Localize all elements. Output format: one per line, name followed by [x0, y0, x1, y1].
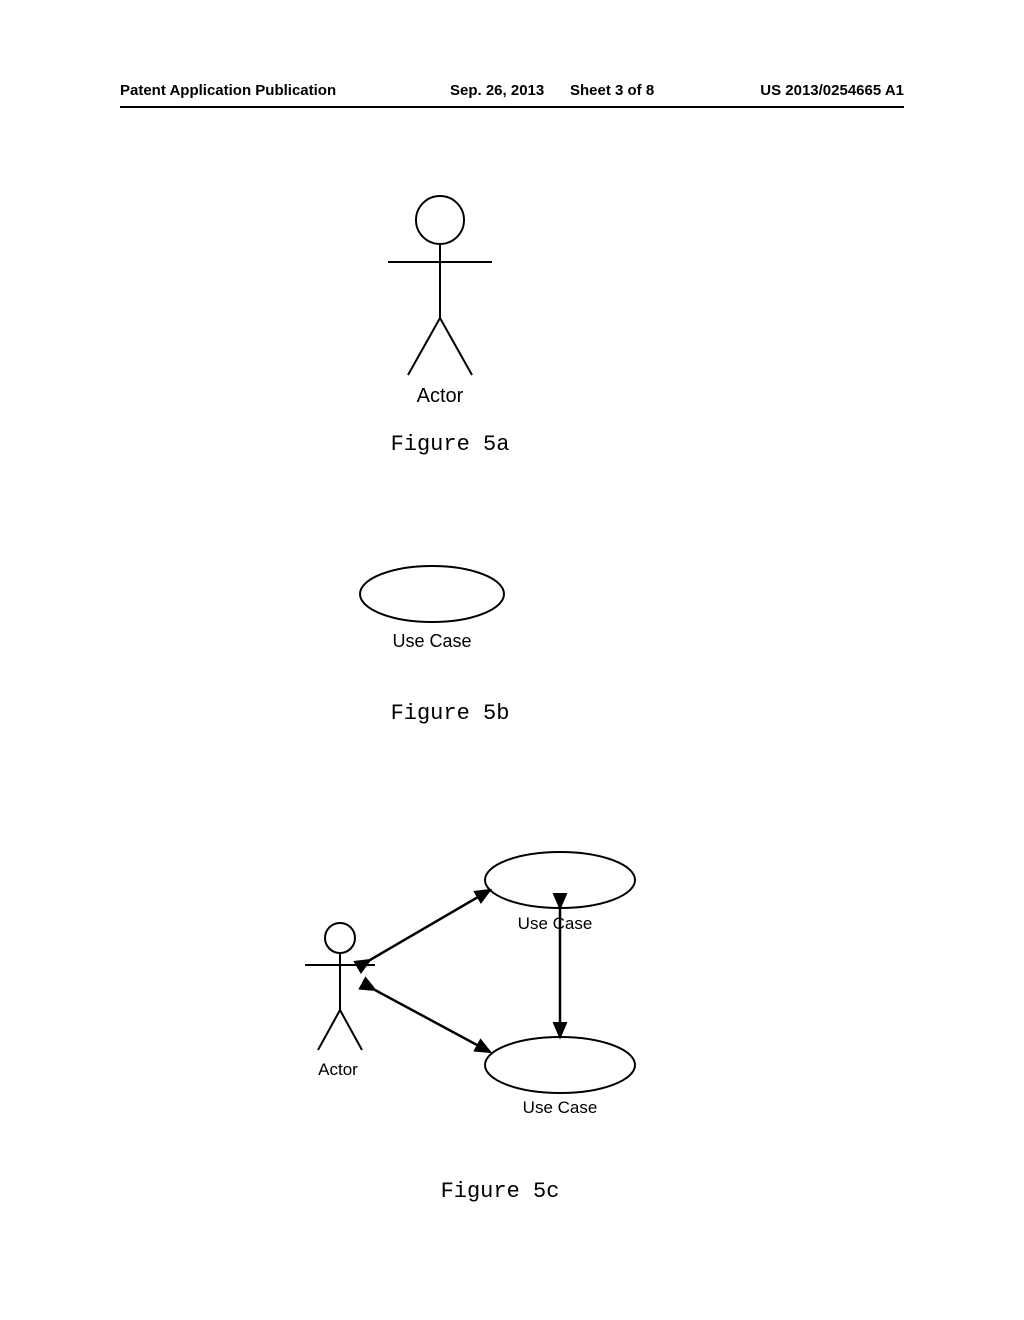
usecase-bottom-ellipse-icon: [485, 1037, 635, 1093]
figure-5c-diagram: [0, 0, 1024, 1320]
arrow-actor-to-bottom-icon: [375, 990, 490, 1052]
usecase-top-label: Use Case: [455, 914, 655, 934]
usecase-top-ellipse-icon: [485, 852, 635, 908]
usecase-bottom-label: Use Case: [460, 1098, 660, 1118]
actor-label: Actor: [238, 1060, 438, 1080]
page: Patent Application Publication Sep. 26, …: [0, 0, 1024, 1320]
figure-5c-caption: Figure 5c: [350, 1179, 650, 1204]
actor-icon: [305, 923, 375, 1050]
